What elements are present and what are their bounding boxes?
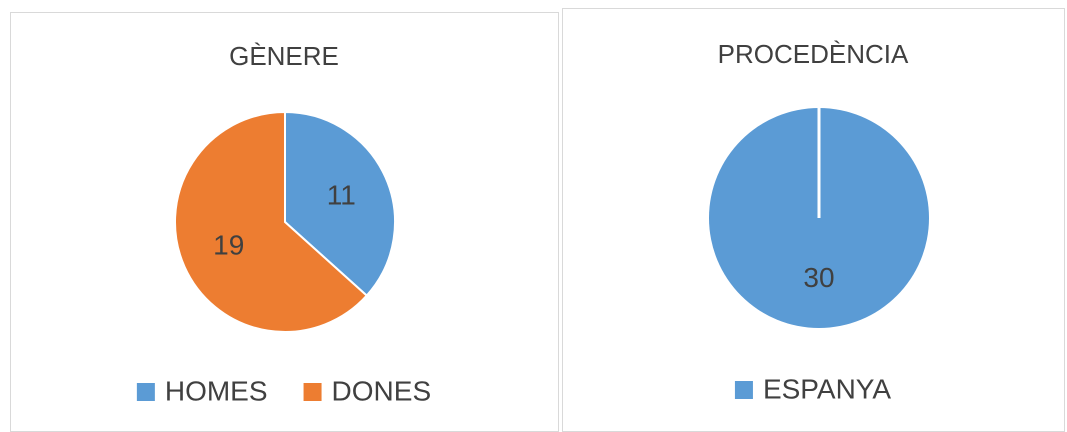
legend-label: ESPANYA xyxy=(763,373,891,404)
chart-title: PROCEDÈNCIA xyxy=(718,39,909,69)
pie-slice xyxy=(174,110,369,333)
legend-swatch xyxy=(734,381,753,399)
legend-label: DONES xyxy=(332,375,432,406)
data-label: 19 xyxy=(213,229,244,260)
data-label: 30 xyxy=(803,262,834,293)
pie-slice xyxy=(284,110,396,298)
legend-swatch xyxy=(136,383,155,401)
data-label: 11 xyxy=(327,179,356,210)
chart-title: GÈNERE xyxy=(229,41,339,71)
legend-label: HOMES xyxy=(165,375,268,406)
legend-swatch xyxy=(303,383,322,401)
